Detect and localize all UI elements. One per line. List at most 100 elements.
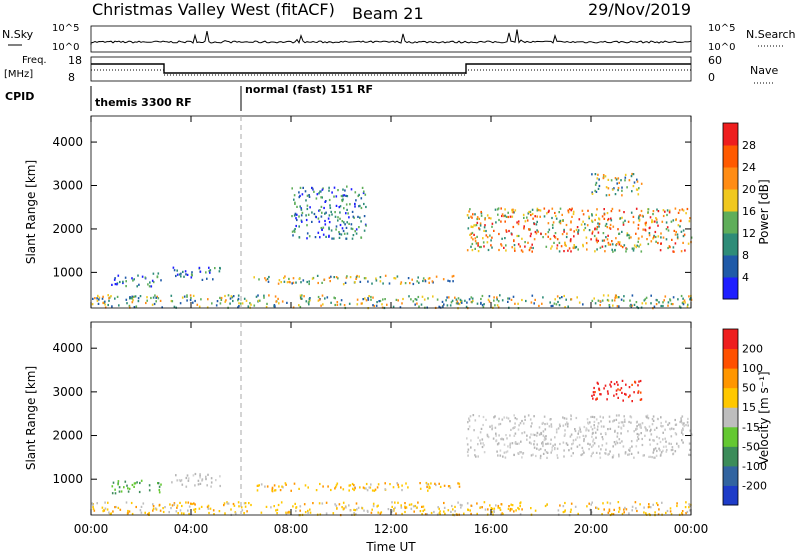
echo-cell xyxy=(674,432,677,435)
echo-cell xyxy=(489,234,491,237)
echo-cell xyxy=(328,221,331,224)
echo-cell xyxy=(480,245,482,249)
echo-cell xyxy=(572,439,575,442)
echo-cell xyxy=(329,280,331,283)
echo-cell xyxy=(496,296,498,299)
echo-cell xyxy=(405,506,408,509)
echo-cell xyxy=(637,451,640,454)
echo-cell xyxy=(660,451,663,454)
echo-cell xyxy=(495,504,497,507)
echo-cell xyxy=(564,501,566,505)
echo-cell xyxy=(657,513,660,516)
echo-cell xyxy=(300,207,302,210)
echo-cell xyxy=(240,506,243,509)
echo-cell xyxy=(499,454,502,457)
echo-cell xyxy=(482,442,484,445)
echo-cell xyxy=(500,243,502,246)
echo-cell xyxy=(417,276,419,279)
echo-cell xyxy=(546,422,549,425)
echo-cell xyxy=(562,511,565,514)
echo-cell xyxy=(309,299,311,302)
x-tick-label: 00:00 xyxy=(674,522,709,536)
echo-cell xyxy=(348,222,350,225)
echo-cell xyxy=(491,222,494,225)
echo-cell xyxy=(582,434,585,437)
echo-cell xyxy=(546,456,548,459)
echo-cell xyxy=(318,220,321,223)
echo-cell xyxy=(281,300,284,303)
echo-cell xyxy=(644,222,647,225)
echo-cell xyxy=(322,226,325,229)
echo-cell xyxy=(600,448,602,451)
echo-cell xyxy=(596,228,598,231)
echo-cell xyxy=(307,486,309,489)
echo-cell xyxy=(321,188,324,191)
echo-cell xyxy=(282,486,284,489)
echo-cell xyxy=(539,454,542,457)
echo-cell xyxy=(620,421,623,424)
echo-cell xyxy=(96,299,99,302)
echo-cell xyxy=(543,207,546,210)
echo-cell xyxy=(341,227,344,230)
echo-cell xyxy=(640,250,643,253)
echo-cell xyxy=(351,482,354,486)
echo-cell xyxy=(322,485,324,488)
echo-cell xyxy=(106,508,109,511)
echo-cell xyxy=(136,285,138,288)
echo-cell xyxy=(179,302,182,305)
echo-cell xyxy=(623,508,625,511)
echo-cell xyxy=(353,484,355,487)
echo-cell xyxy=(308,195,311,198)
echo-cell xyxy=(545,245,548,248)
echo-cell xyxy=(509,446,511,449)
echo-cell xyxy=(593,297,595,300)
echo-cell xyxy=(602,174,605,177)
echo-cell xyxy=(404,506,407,510)
echo-cell xyxy=(618,506,621,509)
echo-cell xyxy=(469,208,471,211)
echo-cell xyxy=(323,206,325,210)
echo-cell xyxy=(199,482,202,485)
echo-cell xyxy=(171,481,173,484)
echo-cell xyxy=(514,249,516,252)
echo-cell xyxy=(244,502,247,505)
echo-cell xyxy=(643,454,645,457)
echo-cell xyxy=(577,248,579,251)
echo-cell xyxy=(486,513,489,516)
echo-cell xyxy=(503,246,505,249)
echo-cell xyxy=(635,301,638,304)
echo-cell xyxy=(636,509,638,513)
echo-cell xyxy=(503,443,506,446)
echo-cell xyxy=(517,428,520,431)
echo-cell xyxy=(472,213,474,216)
echo-cell xyxy=(366,489,369,492)
echo-cell xyxy=(132,279,134,282)
echo-cell xyxy=(168,511,170,514)
echo-cell xyxy=(392,486,395,489)
echo-cell xyxy=(536,209,539,212)
echo-cell xyxy=(436,513,439,516)
echo-cell xyxy=(495,221,497,224)
echo-cell xyxy=(393,277,395,280)
echo-cell xyxy=(154,294,156,297)
echo-cell xyxy=(336,303,339,306)
echo-cell xyxy=(492,437,495,440)
echo-cell xyxy=(157,272,160,275)
echo-cell xyxy=(481,445,484,449)
echo-cell xyxy=(547,231,550,234)
echo-cell xyxy=(532,453,534,456)
echo-cell xyxy=(688,503,690,506)
echo-cell xyxy=(596,248,598,251)
echo-cell xyxy=(505,416,508,419)
echo-cell xyxy=(117,483,119,486)
echo-cell xyxy=(171,504,174,507)
echo-cell xyxy=(382,282,384,285)
echo-cell xyxy=(154,507,157,510)
echo-cell xyxy=(156,276,159,279)
echo-cell xyxy=(273,484,276,487)
echo-cell xyxy=(598,387,600,390)
echo-cell xyxy=(276,508,279,511)
echo-cell xyxy=(615,389,618,392)
power-echo-cells xyxy=(91,172,693,310)
echo-cell xyxy=(349,276,352,279)
